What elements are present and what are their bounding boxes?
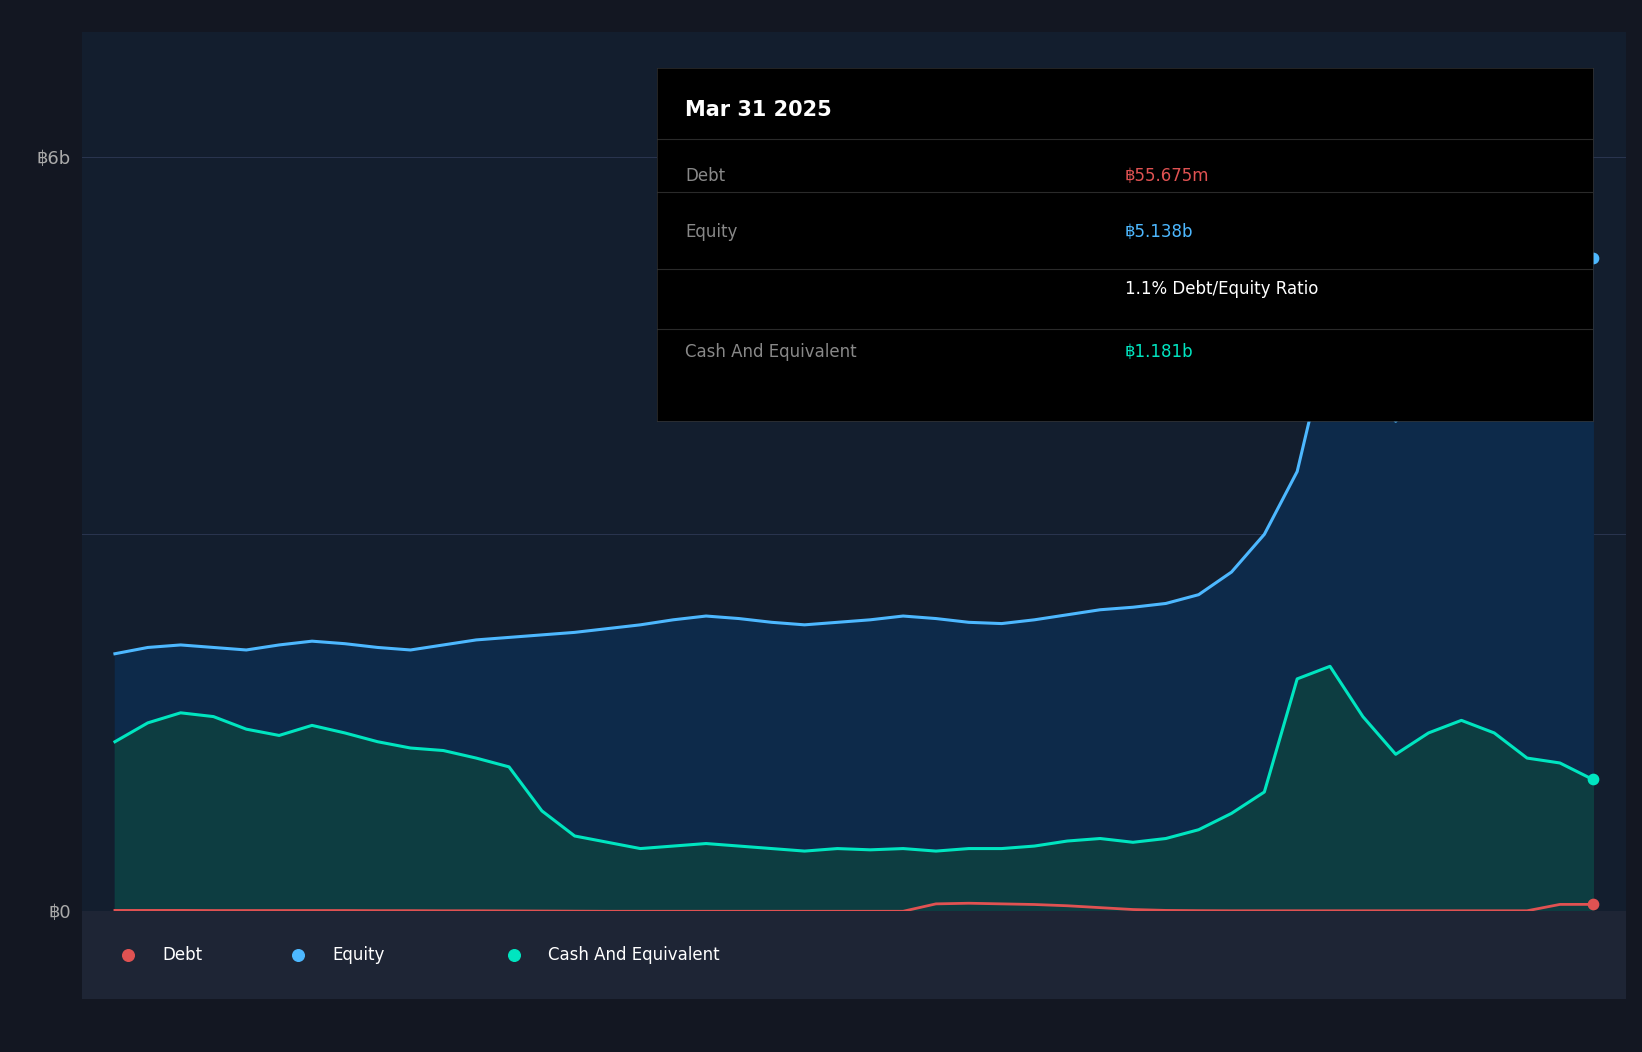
Text: Cash And Equivalent: Cash And Equivalent [548,947,719,965]
Point [115,947,141,964]
Text: Equity: Equity [332,947,384,965]
Point [501,947,527,964]
Point [1580,896,1606,913]
Text: Equity: Equity [685,223,737,242]
Text: Debt: Debt [685,167,726,185]
Text: ฿1.181b: ฿1.181b [1125,343,1194,361]
Point [1580,249,1606,266]
Text: Cash And Equivalent: Cash And Equivalent [685,343,857,361]
Point [286,947,312,964]
Text: ฿55.675m: ฿55.675m [1125,167,1209,185]
Text: 1.1% Debt/Equity Ratio: 1.1% Debt/Equity Ratio [1125,280,1319,298]
Text: Debt: Debt [163,947,202,965]
Text: ฿5.138b: ฿5.138b [1125,223,1194,242]
Point [1580,771,1606,788]
Text: Mar 31 2025: Mar 31 2025 [685,100,831,120]
